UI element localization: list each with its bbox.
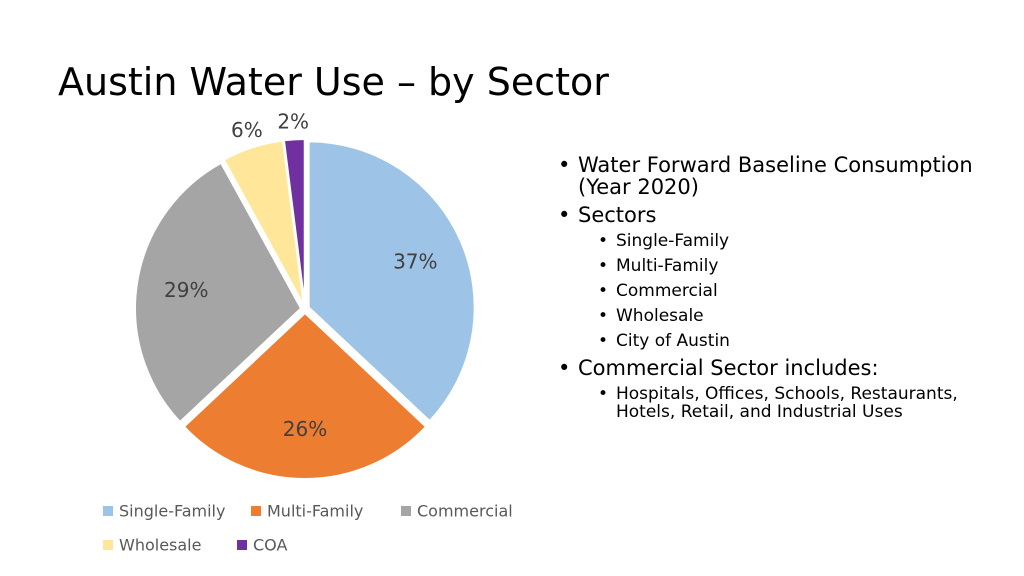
sub-bullet-single-family: Single-Family	[558, 232, 998, 250]
pie-slice-single-family	[307, 140, 476, 423]
sub-bullet-text: Commercial	[616, 281, 718, 301]
pie-slice-commercial	[134, 161, 303, 424]
data-label-wholesale: 6%	[231, 118, 263, 142]
legend-label-single-family: Single-Family	[119, 502, 225, 521]
pie-slice-multi-family	[182, 311, 428, 480]
sub-bullet-wholesale: Wholesale	[558, 307, 998, 325]
bullet-commercial-includes: Commercial Sector includes:	[558, 357, 998, 379]
sub-bullet-text: Wholesale	[616, 306, 704, 326]
sub-bullet-commercial: Commercial	[558, 282, 998, 300]
sub-bullet-text: Single-Family	[616, 231, 730, 251]
legend-label-coa: COA	[253, 536, 287, 555]
sub-bullet-text: Hospitals, Offices, Schools, Restaurants…	[616, 384, 958, 422]
bullet-baseline: Water Forward Baseline Consumption (Year…	[558, 154, 998, 198]
bullet-sectors: Sectors	[558, 204, 998, 226]
data-label-single-family: 37%	[393, 249, 437, 273]
bullet-commercial-includes-text: Commercial Sector includes:	[578, 356, 879, 380]
legend-swatch-single-family	[103, 506, 113, 516]
legend-label-wholesale: Wholesale	[119, 536, 201, 555]
bullet-list: Water Forward Baseline Consumption (Year…	[558, 154, 998, 428]
bullet-baseline-text: Water Forward Baseline Consumption (Year…	[578, 153, 973, 199]
data-label-commercial: 29%	[164, 278, 208, 302]
slide-title: Austin Water Use – by Sector	[58, 60, 609, 104]
pie-slice-wholesale	[222, 139, 305, 306]
sub-bullet-text: Multi-Family	[616, 256, 719, 276]
sub-bullet-commercial-uses: Hospitals, Offices, Schools, Restaurants…	[558, 385, 998, 421]
bullet-sectors-text: Sectors	[578, 203, 657, 227]
data-label-coa: 2%	[277, 109, 309, 133]
legend-swatch-multi-family	[251, 506, 261, 516]
sub-bullet-multi-family: Multi-Family	[558, 257, 998, 275]
legend-label-commercial: Commercial	[417, 502, 513, 521]
sub-bullet-text: City of Austin	[616, 331, 730, 351]
legend-swatch-coa	[237, 540, 247, 550]
sub-bullet-city-of-austin: City of Austin	[558, 332, 998, 350]
data-label-multi-family: 26%	[283, 417, 327, 441]
legend-label-multi-family: Multi-Family	[267, 502, 363, 521]
legend-swatch-wholesale	[103, 540, 113, 550]
legend-swatch-commercial	[401, 506, 411, 516]
pie-slice-coa	[282, 138, 306, 306]
